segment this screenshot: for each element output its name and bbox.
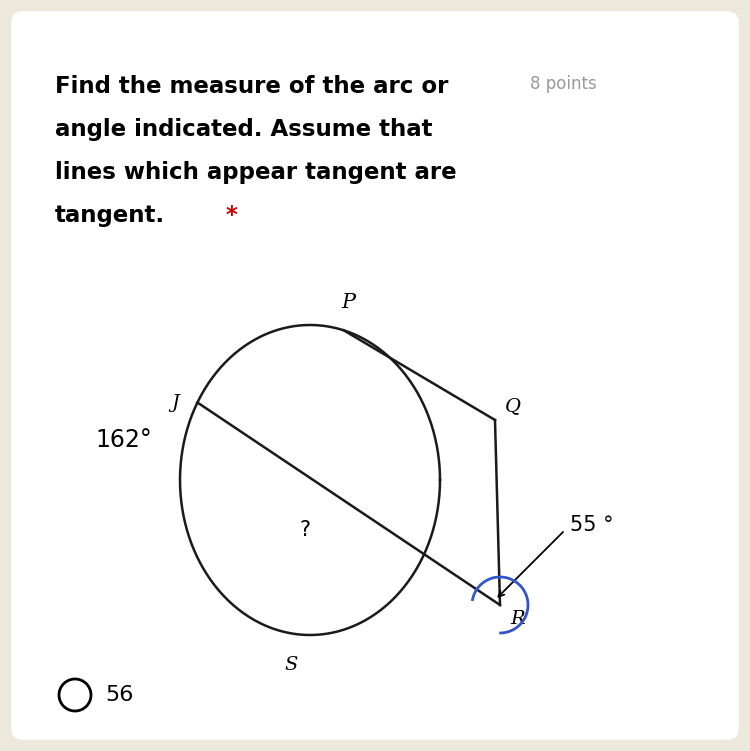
Text: Q: Q [505, 397, 521, 415]
Text: lines which appear tangent are: lines which appear tangent are [55, 161, 457, 184]
Text: tangent.: tangent. [55, 204, 165, 227]
Text: 55 °: 55 ° [570, 515, 614, 535]
Text: S: S [284, 656, 297, 674]
Text: 56: 56 [105, 685, 134, 705]
Text: J: J [172, 394, 179, 412]
Text: 8 points: 8 points [530, 75, 597, 93]
Text: R: R [510, 610, 525, 628]
Text: P: P [342, 294, 355, 312]
Text: angle indicated. Assume that: angle indicated. Assume that [55, 118, 433, 141]
Text: *: * [218, 204, 238, 227]
Text: 162°: 162° [95, 428, 152, 452]
Text: Find the measure of the arc or: Find the measure of the arc or [55, 75, 448, 98]
Text: ?: ? [299, 520, 310, 540]
